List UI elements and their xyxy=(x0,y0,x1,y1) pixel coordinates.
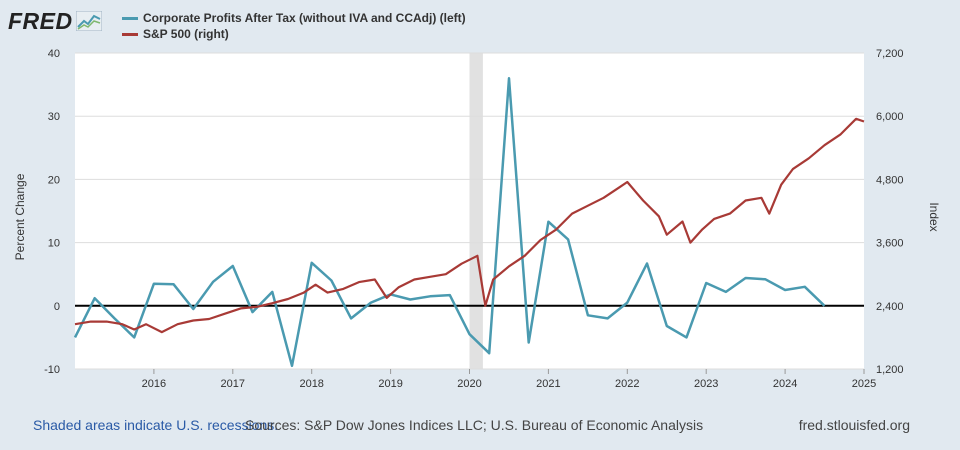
x-tick-label: 2022 xyxy=(615,378,639,390)
x-tick-label: 2025 xyxy=(852,378,876,390)
x-axis: 2016 2017 2018 2019 2020 2021 2022 2023 2024 2025 xyxy=(142,369,876,390)
x-tick-label: 2019 xyxy=(378,378,402,390)
y-axis-right-title: Index xyxy=(927,202,941,231)
fred-logo-text: FRED xyxy=(8,7,73,34)
fred-logo[interactable]: FRED xyxy=(8,6,102,36)
y-right-tick-label: 6,000 xyxy=(876,111,904,123)
recession-note: Shaded areas indicate U.S. recessions. xyxy=(33,417,279,433)
y-left-tick-label: 10 xyxy=(48,238,60,250)
y-left-tick-label: 40 xyxy=(48,48,60,60)
y-left-tick-label: 30 xyxy=(48,111,60,123)
y-axis-right: 1,200 2,400 3,600 4,800 6,000 7,200 xyxy=(876,48,904,376)
series-lines xyxy=(73,77,865,368)
legend-entry-left[interactable]: Corporate Profits After Tax (without IVA… xyxy=(122,11,466,25)
recession-band xyxy=(469,53,483,369)
fred-chart-icon xyxy=(75,11,102,31)
fred-site-link[interactable]: fred.stlouisfed.org xyxy=(798,417,910,433)
x-tick-label: 2018 xyxy=(299,378,323,390)
legend-entry-right[interactable]: S&P 500 (right) xyxy=(122,27,466,41)
chart-header: FRED Corporate Profits After Tax (withou… xyxy=(0,0,960,50)
sources-note: Sources: S&P Dow Jones Indices LLC; U.S.… xyxy=(245,417,704,433)
y-axis-left: -10 0 10 20 30 40 xyxy=(44,48,60,376)
y-right-tick-label: 2,400 xyxy=(876,301,904,313)
y-right-tick-label: 4,800 xyxy=(876,174,904,186)
y-right-tick-label: 1,200 xyxy=(876,364,904,376)
series-line-sp500 xyxy=(74,117,865,334)
y-axis-left-title: Percent Change xyxy=(13,173,27,260)
x-tick-label: 2021 xyxy=(536,378,560,390)
chart-legend: Corporate Profits After Tax (without IVA… xyxy=(122,11,466,43)
recession-shading xyxy=(469,53,483,369)
legend-swatch-left xyxy=(122,16,138,20)
x-tick-label: 2016 xyxy=(142,378,166,390)
legend-swatch-right xyxy=(122,32,138,36)
y-right-tick-label: 7,200 xyxy=(876,48,904,60)
legend-label-right: S&P 500 (right) xyxy=(143,27,229,41)
y-left-tick-label: -10 xyxy=(44,364,60,376)
y-right-tick-label: 3,600 xyxy=(876,238,904,250)
x-tick-label: 2017 xyxy=(221,378,245,390)
y-left-tick-label: 20 xyxy=(48,174,60,186)
x-tick-label: 2023 xyxy=(694,378,718,390)
legend-label-left: Corporate Profits After Tax (without IVA… xyxy=(143,11,466,25)
series-line-corporate-profits xyxy=(73,77,826,368)
x-tick-label: 2024 xyxy=(773,378,797,390)
x-tick-label: 2020 xyxy=(457,378,481,390)
y-left-tick-label: 0 xyxy=(54,301,60,313)
